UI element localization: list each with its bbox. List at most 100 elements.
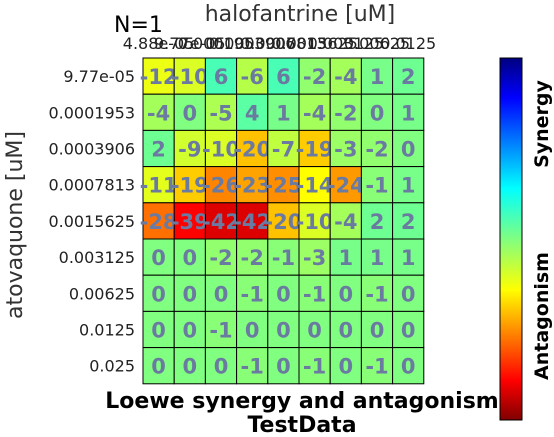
cell-value-label: -3 xyxy=(303,246,326,270)
cell-value-label: -3 xyxy=(334,138,357,162)
cell-value-label: -1 xyxy=(241,355,264,379)
cell-value-label: 0 xyxy=(182,355,197,379)
heatmap-cell xyxy=(204,238,238,276)
cell-value-label: -42 xyxy=(202,210,240,234)
heatmap-cell xyxy=(298,274,331,312)
cell-value-label: -7 xyxy=(272,138,295,162)
x-tick-label: 0.0125 xyxy=(380,34,436,53)
heatmap-cell xyxy=(392,93,425,131)
y-tick-label: 0.0007813 xyxy=(48,176,135,195)
heatmap-cell xyxy=(173,347,206,385)
cell-value-label: -4 xyxy=(334,65,357,89)
heatmap-cell xyxy=(173,202,206,240)
x-tick-label: 0.0007813 xyxy=(240,34,327,53)
cell-value-label: 0 xyxy=(338,282,353,306)
cell-value-label: 0 xyxy=(370,319,385,343)
cell-value-label: 0 xyxy=(151,246,166,270)
heatmap-cell xyxy=(142,57,175,95)
heatmap-cell xyxy=(142,347,175,385)
cell-value-label: 4 xyxy=(245,101,260,125)
heatmap-cell xyxy=(236,129,269,168)
cell-value-label: 0 xyxy=(182,101,197,125)
cell-value-label: 2 xyxy=(401,65,416,89)
cell-value-label: -39 xyxy=(171,210,209,234)
heatmap-cell xyxy=(267,202,300,240)
cell-value-label: -20 xyxy=(233,138,271,162)
cell-value-label: -19 xyxy=(296,138,334,162)
cell-value-label: 0 xyxy=(401,355,416,379)
cell-value-label: 2 xyxy=(370,210,385,234)
cell-value-label: 0 xyxy=(276,282,291,306)
cell-value-label: 6 xyxy=(214,65,229,89)
heatmap-cell xyxy=(204,57,238,95)
cell-value-label: 0 xyxy=(182,246,197,270)
cell-value-label: -10 xyxy=(296,210,334,234)
chart-subtitle: TestData xyxy=(247,413,356,437)
cell-value-label: 0 xyxy=(401,319,416,343)
heatmap-cell xyxy=(204,202,238,240)
heatmap-cell xyxy=(236,310,269,349)
cell-value-label: 0 xyxy=(338,319,353,343)
heatmap-cells: -12-10 6 -6 6 -2 -4 1 2-4 0 -5 4 1 -4 -2 0 12 -9 -10-20 -7… xyxy=(140,57,425,385)
cell-value-label: 0 xyxy=(338,355,353,379)
heatmap-cell xyxy=(392,129,425,168)
cell-value-label: 1 xyxy=(370,65,385,89)
heatmap-cell xyxy=(173,310,206,349)
heatmap-cell xyxy=(173,274,206,312)
heatmap-cell xyxy=(142,274,175,312)
heatmap-cell xyxy=(329,57,362,95)
cell-value-label: 2 xyxy=(401,210,416,234)
heatmap-cell xyxy=(142,202,175,240)
cell-value-label: -14 xyxy=(296,174,334,198)
heatmap-cell xyxy=(173,129,206,168)
heatmap-cell xyxy=(204,274,238,312)
cell-value-label: 1 xyxy=(401,101,416,125)
cell-value-label: 0 xyxy=(214,355,229,379)
cell-value-label: -1 xyxy=(365,282,388,306)
y-tick-label: 0.0125 xyxy=(79,321,135,340)
cell-value-label: -23 xyxy=(233,174,271,198)
cell-value-label: 0 xyxy=(151,282,166,306)
x-tick-label: 4.88e-05 xyxy=(123,34,195,53)
y-tick-label: 0.0015625 xyxy=(48,212,135,231)
cell-value-label: -2 xyxy=(209,246,232,270)
heatmap-cell xyxy=(298,238,331,276)
cell-value-label: -4 xyxy=(147,101,170,125)
cell-value-label: -4 xyxy=(334,210,357,234)
heatmap-cell xyxy=(204,310,238,349)
cell-value-label: -19 xyxy=(171,174,209,198)
cell-value-label: 0 xyxy=(307,319,322,343)
heatmap-cell xyxy=(360,57,394,95)
cell-value-label: -11 xyxy=(140,174,178,198)
cell-value-label: 2 xyxy=(151,138,166,162)
cell-value-label: 1 xyxy=(276,101,291,125)
cell-value-label: -2 xyxy=(365,138,388,162)
cell-value-label: -10 xyxy=(171,65,209,89)
cell-value-label: -6 xyxy=(241,65,264,89)
y-tick-label: 0.003125 xyxy=(59,248,135,267)
cell-value-label: 6 xyxy=(276,65,291,89)
heatmap-cell xyxy=(267,274,300,312)
heatmap-cell xyxy=(360,274,394,312)
x-axis-title: halofantrine [uM] xyxy=(205,2,396,27)
colorbar-bottom-label: Antagonism xyxy=(531,252,553,380)
heatmap-cell xyxy=(392,310,425,349)
x-tick-label: 0.00625 xyxy=(344,34,410,53)
cell-value-label: -25 xyxy=(264,174,302,198)
heatmap-cell xyxy=(329,129,362,168)
heatmap-cell xyxy=(173,57,206,95)
y-tick-label: 0.0001953 xyxy=(48,103,135,122)
cell-value-label: -4 xyxy=(303,101,326,125)
heatmap-cell xyxy=(173,166,206,204)
cell-value-label: 1 xyxy=(401,246,416,270)
colorbar-top-label: Synergy xyxy=(531,79,553,167)
cell-value-label: 1 xyxy=(401,174,416,198)
cell-value-label: 0 xyxy=(182,282,197,306)
cell-value-label: -10 xyxy=(202,138,240,162)
heatmap-cell xyxy=(329,93,362,131)
heatmap-cell xyxy=(267,238,300,276)
heatmap-cell xyxy=(236,93,269,131)
y-tick-labels: 9.77e-05 0.0001953 0.0003906 0.0007813 0.001… xyxy=(48,67,135,376)
cell-value-label: -1 xyxy=(241,282,264,306)
heatmap-cell xyxy=(142,129,175,168)
